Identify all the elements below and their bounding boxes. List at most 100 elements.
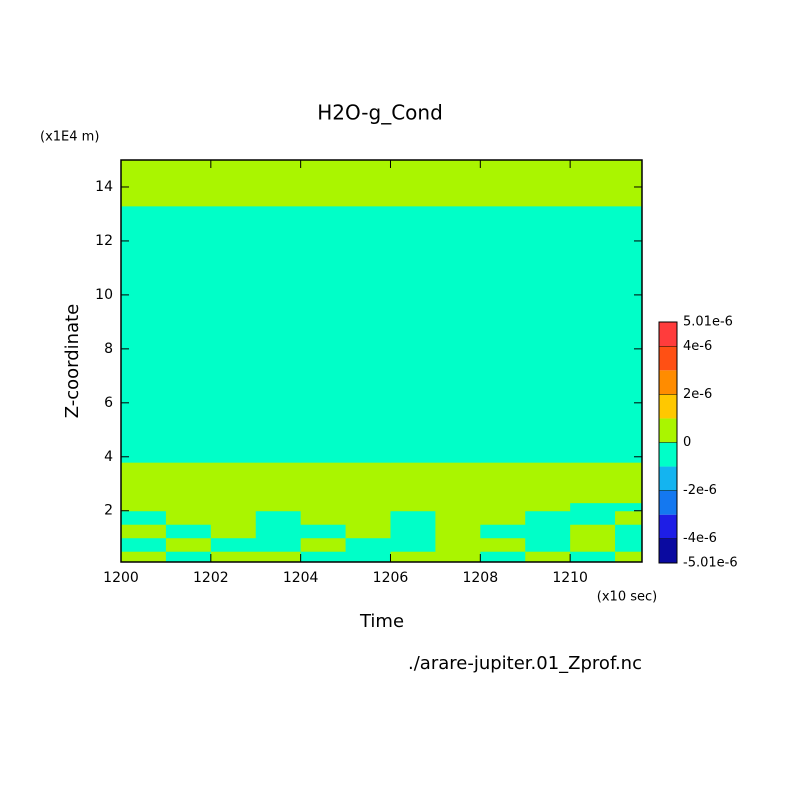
colorbar-band [659, 466, 677, 491]
contour-cell [121, 537, 167, 552]
contour-cell [165, 537, 212, 552]
contour-cell [210, 462, 257, 504]
contour-cell [300, 502, 347, 512]
x-tick-label: 1210 [552, 570, 588, 586]
contour-cell [165, 160, 212, 207]
contour-cell [480, 462, 526, 504]
contour-cell [480, 537, 526, 552]
contour-cell [300, 205, 347, 463]
colorbar-band [659, 394, 677, 419]
contour-cell [165, 524, 212, 539]
y-tick-label: 6 [104, 395, 113, 411]
contour-cell [570, 462, 616, 504]
contour-cell [165, 205, 212, 463]
contour-cell [345, 524, 391, 539]
contour-cell [165, 502, 212, 512]
contour-cell [480, 205, 526, 463]
contour-cell [300, 551, 347, 563]
contour-cell [435, 462, 481, 504]
colorbar-tick-label: -5.01e-6 [683, 556, 738, 571]
contour-cell [615, 160, 643, 207]
contour-cell [210, 537, 257, 552]
contour-cell [121, 510, 167, 525]
contour-cell [210, 205, 257, 463]
colorbar-tick-label: 0 [683, 435, 691, 450]
colorbar-tick-label: 2e-6 [683, 387, 712, 402]
contour-cell [210, 502, 257, 512]
contour-cell [525, 205, 571, 463]
y-axis-label: Z-coordinate [62, 304, 83, 419]
contour-cell [480, 524, 526, 539]
x-axis-label: Time [359, 611, 404, 632]
contour-cell [255, 551, 302, 563]
contour-cell [345, 160, 391, 207]
contour-cell [255, 502, 302, 512]
colorbar-band [659, 322, 677, 347]
contour-cell [480, 510, 526, 525]
contour-cell [165, 551, 212, 563]
contour-cell [121, 160, 167, 207]
y-tick-label: 12 [95, 233, 113, 249]
colorbar-tick-label: 5.01e-6 [683, 315, 733, 330]
contour-cell [121, 205, 167, 463]
contour-cell [525, 524, 571, 539]
contour-cell [255, 205, 302, 463]
contour-cell [525, 160, 571, 207]
colorbar-band [659, 490, 677, 515]
contour-cell [570, 205, 616, 463]
colorbar-tick-label: -2e-6 [683, 483, 717, 498]
contour-cell [525, 510, 571, 525]
contour-cell [390, 160, 436, 207]
contour-cell [345, 510, 391, 525]
contour-cell [345, 502, 391, 512]
source-note: ./arare-jupiter.01_Zprof.nc [408, 653, 642, 674]
colorbar-band [659, 442, 677, 467]
contour-cell [345, 551, 391, 563]
contour-cell [570, 502, 616, 512]
contour-cell [390, 502, 436, 512]
contour-cell [615, 524, 643, 539]
contour-cell [390, 510, 436, 525]
x-unit: (x10 sec) [597, 590, 657, 605]
colorbar-band [659, 370, 677, 395]
colorbar-band [659, 538, 677, 563]
contour-cell [345, 462, 391, 504]
contour-cell [121, 462, 167, 504]
contour-cell [300, 524, 347, 539]
colorbar-band [659, 418, 677, 443]
contour-cell [615, 510, 643, 525]
contour-cell [570, 510, 616, 525]
contour-cell [570, 551, 616, 563]
contour-cell [435, 537, 481, 552]
contour-cell [570, 524, 616, 539]
contour-cell [300, 537, 347, 552]
plot-frame [120, 159, 643, 563]
colorbar-tick-label: 4e-6 [683, 339, 712, 354]
contour-cell [210, 510, 257, 525]
x-tick-label: 1208 [462, 570, 498, 586]
contour-cell [165, 462, 212, 504]
contour-cell [255, 524, 302, 539]
x-tick-label: 1202 [193, 570, 229, 586]
x-tick-label: 1206 [373, 570, 409, 586]
contour-cell [615, 502, 643, 512]
contour-cell [615, 205, 643, 463]
x-tick-label: 1200 [103, 570, 139, 586]
y-tick-label: 4 [104, 449, 113, 465]
contour-cell [615, 462, 643, 504]
contour-cell [300, 160, 347, 207]
contour-cell [300, 510, 347, 525]
contour-cell [121, 502, 167, 512]
contour-cell [390, 205, 436, 463]
contour-cell [435, 551, 481, 563]
contour-cell [345, 537, 391, 552]
contour-cell [525, 551, 571, 563]
contour-cell [390, 537, 436, 552]
contour-cell [525, 462, 571, 504]
x-tick-label: 1204 [283, 570, 319, 586]
colorbar-tick-label: -4e-6 [683, 531, 717, 546]
contour-cell [255, 160, 302, 207]
contour-cell [480, 551, 526, 563]
contour-cell [121, 551, 167, 563]
